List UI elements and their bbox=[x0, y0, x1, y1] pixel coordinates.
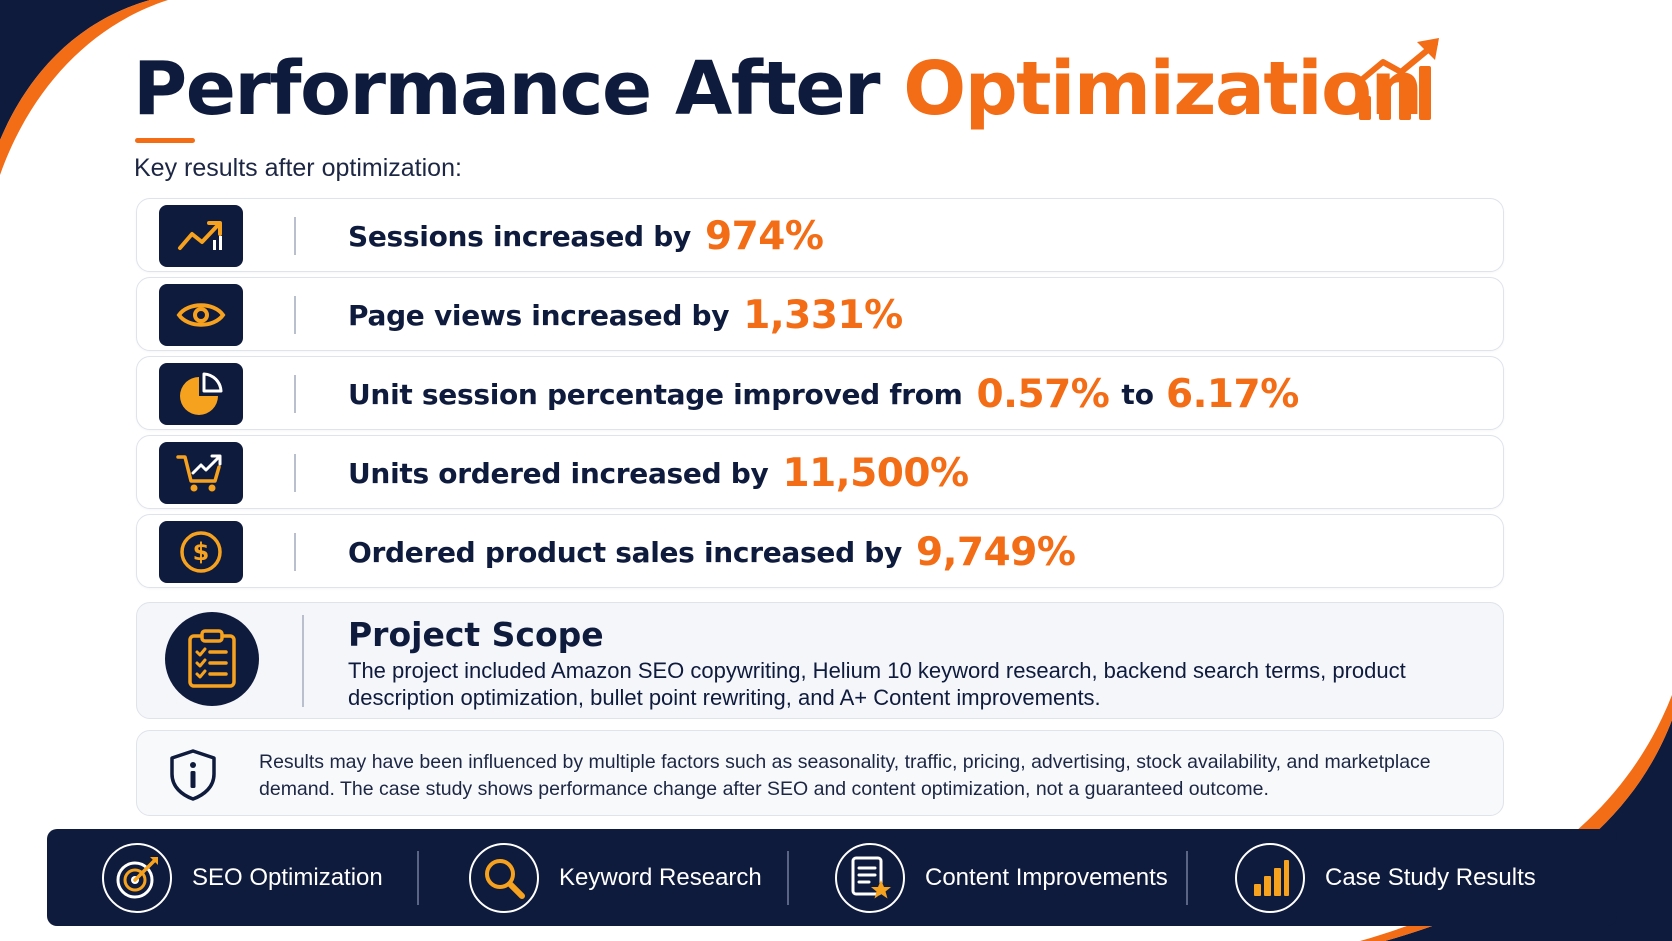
page-title: Performance After Optimization bbox=[133, 44, 1423, 134]
magnifier-icon bbox=[469, 842, 539, 913]
cart-growth-icon bbox=[159, 442, 243, 504]
footer-bar: SEO Optimization Keyword Research Conten… bbox=[47, 829, 1617, 926]
metric-row-page-views: Page views increased by 1,331% bbox=[136, 277, 1504, 351]
metric-label: Unit session percentage improved from bbox=[348, 377, 963, 411]
dollar-coin-icon: $ bbox=[159, 521, 243, 583]
footer-label: Content Improvements bbox=[925, 863, 1168, 891]
row-divider bbox=[294, 217, 296, 255]
metric-connector: to bbox=[1121, 377, 1154, 411]
metric-label: Units ordered increased by bbox=[348, 456, 769, 490]
project-scope-card: Project Scope The project included Amazo… bbox=[136, 602, 1504, 719]
scope-divider bbox=[302, 615, 304, 707]
footer-divider bbox=[1186, 851, 1188, 905]
footer-item-content: Content Improvements bbox=[835, 829, 1168, 926]
metric-value: 11,500% bbox=[782, 450, 970, 496]
metric-value: 1,331% bbox=[743, 292, 903, 338]
metric-row-sales: $ Ordered product sales increased by 9,7… bbox=[136, 514, 1504, 588]
pie-chart-icon bbox=[159, 363, 243, 425]
subtitle: Key results after optimization: bbox=[134, 154, 462, 182]
metric-value: 0.57% bbox=[976, 371, 1110, 417]
footer-item-keyword: Keyword Research bbox=[469, 829, 762, 926]
footer-divider bbox=[417, 851, 419, 905]
trend-up-icon bbox=[159, 205, 243, 267]
title-accent: Optimization bbox=[903, 46, 1423, 132]
metric-value-after: 6.17% bbox=[1165, 371, 1299, 417]
footer-label: Keyword Research bbox=[559, 863, 762, 891]
metric-value: 9,749% bbox=[915, 529, 1076, 575]
metric-label: Sessions increased by bbox=[348, 219, 691, 253]
title-underline bbox=[135, 138, 195, 143]
shield-info-icon bbox=[170, 749, 216, 801]
metric-row-units-ordered: Units ordered increased by 11,500% bbox=[136, 435, 1504, 509]
growth-chart-icon bbox=[1356, 38, 1439, 120]
footer-divider bbox=[787, 851, 789, 905]
disclaimer-card: Results may have been influenced by mult… bbox=[136, 730, 1504, 816]
row-divider bbox=[294, 296, 296, 334]
metric-value: 974% bbox=[704, 213, 824, 259]
target-icon bbox=[102, 842, 172, 913]
scope-text: The project included Amazon SEO copywrit… bbox=[348, 658, 1406, 710]
metrics-list: Sessions increased by 974% Page views in… bbox=[136, 198, 1504, 593]
footer-label: SEO Optimization bbox=[192, 863, 383, 891]
clipboard-checklist-icon bbox=[165, 612, 259, 706]
eye-icon bbox=[159, 284, 243, 346]
row-divider bbox=[294, 454, 296, 492]
title-main: Performance After bbox=[133, 46, 904, 132]
disclaimer-text: Results may have been influenced by mult… bbox=[259, 751, 1431, 800]
footer-item-results: Case Study Results bbox=[1235, 829, 1536, 926]
metric-row-sessions: Sessions increased by 974% bbox=[136, 198, 1504, 272]
scope-heading: Project Scope bbox=[348, 615, 604, 654]
footer-label: Case Study Results bbox=[1325, 863, 1536, 891]
document-star-icon bbox=[835, 842, 905, 913]
row-divider bbox=[294, 533, 296, 571]
footer-item-seo: SEO Optimization bbox=[102, 829, 383, 926]
row-divider bbox=[294, 375, 296, 413]
svg-text:$: $ bbox=[193, 538, 210, 566]
metric-label: Page views increased by bbox=[348, 298, 730, 332]
metric-row-unit-session: Unit session percentage improved from 0.… bbox=[136, 356, 1504, 430]
bar-chart-icon bbox=[1235, 842, 1305, 913]
metric-label: Ordered product sales increased by bbox=[348, 535, 902, 569]
